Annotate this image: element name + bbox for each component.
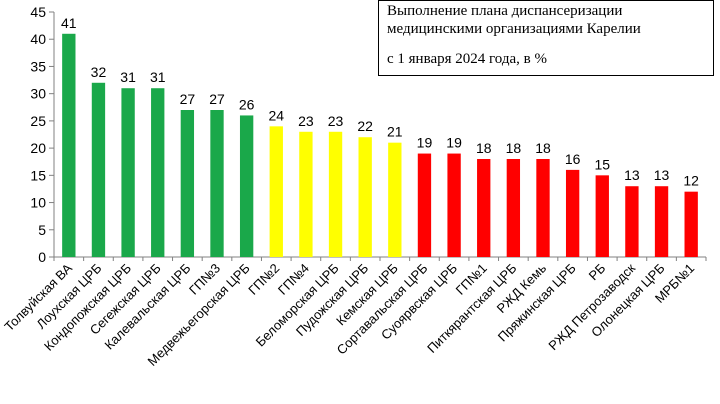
bar bbox=[62, 33, 76, 258]
bar bbox=[625, 186, 639, 257]
data-label: 21 bbox=[387, 124, 403, 140]
bar bbox=[210, 110, 224, 257]
y-tick-label: 25 bbox=[30, 113, 46, 129]
y-tick-label: 45 bbox=[30, 4, 46, 20]
y-tick-label: 15 bbox=[30, 167, 46, 183]
x-tick-label: ГП№2 bbox=[245, 261, 282, 298]
data-label: 41 bbox=[61, 15, 77, 31]
chart-title-line-2: медицинскими организациями Карелии bbox=[387, 21, 641, 37]
y-tick-label: 35 bbox=[30, 58, 46, 74]
y-tick-label: 20 bbox=[30, 140, 46, 156]
bar bbox=[239, 115, 254, 257]
data-label: 19 bbox=[417, 135, 433, 151]
data-label: 27 bbox=[209, 91, 225, 107]
data-label: 31 bbox=[150, 69, 166, 85]
data-label: 27 bbox=[180, 91, 196, 107]
bar bbox=[328, 131, 343, 257]
bar bbox=[654, 186, 669, 257]
bar bbox=[595, 175, 609, 257]
data-label: 24 bbox=[268, 107, 284, 123]
bar bbox=[447, 153, 461, 257]
bar bbox=[358, 137, 372, 257]
bar bbox=[506, 159, 521, 257]
data-label: 13 bbox=[654, 167, 670, 183]
bar bbox=[299, 131, 313, 257]
y-tick-label: 30 bbox=[30, 86, 46, 102]
data-label: 31 bbox=[120, 69, 136, 85]
bar bbox=[388, 142, 402, 257]
chart-title-box: Выполнение плана диспансеризации медицин… bbox=[378, 0, 714, 76]
bar bbox=[91, 82, 106, 258]
data-label: 13 bbox=[624, 167, 640, 183]
data-label: 19 bbox=[446, 135, 462, 151]
data-label: 18 bbox=[506, 140, 522, 156]
data-label: 23 bbox=[298, 113, 314, 129]
data-label: 18 bbox=[476, 140, 492, 156]
data-label: 26 bbox=[239, 96, 255, 112]
data-label: 23 bbox=[328, 113, 344, 129]
y-tick-label: 10 bbox=[30, 195, 46, 211]
bar bbox=[684, 191, 698, 257]
y-tick-label: 5 bbox=[38, 222, 46, 238]
bar bbox=[121, 88, 135, 257]
data-label: 32 bbox=[91, 64, 107, 80]
chart-title-line-1: Выполнение плана диспансеризации bbox=[387, 3, 623, 19]
data-label: 15 bbox=[594, 156, 610, 172]
bar bbox=[536, 159, 550, 257]
data-label: 22 bbox=[357, 118, 373, 134]
bar bbox=[565, 169, 580, 257]
bar bbox=[417, 153, 432, 257]
data-label: 16 bbox=[565, 151, 581, 167]
x-tick-label: РБ bbox=[586, 261, 609, 284]
bar bbox=[180, 110, 195, 257]
bar bbox=[269, 126, 283, 257]
bar bbox=[151, 88, 165, 257]
y-tick-label: 0 bbox=[38, 249, 46, 265]
chart-subtitle: с 1 января 2024 года, в % bbox=[387, 51, 547, 67]
data-label: 12 bbox=[683, 173, 699, 189]
y-tick-label: 40 bbox=[30, 31, 46, 47]
data-label: 18 bbox=[535, 140, 551, 156]
bar bbox=[477, 159, 491, 257]
